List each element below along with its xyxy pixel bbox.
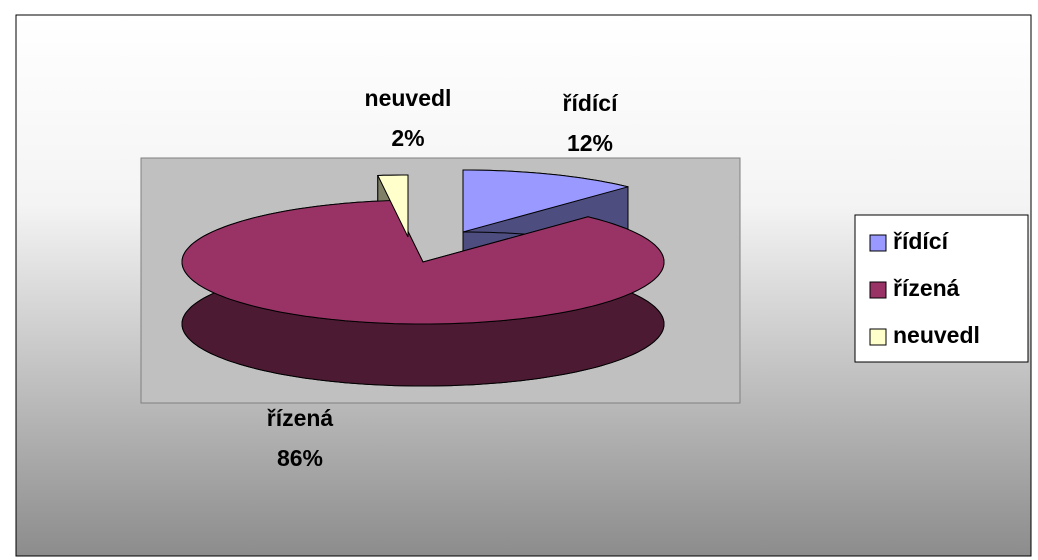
- data-label-name: řídící: [563, 90, 620, 116]
- data-label-name: řízená: [267, 405, 334, 431]
- legend-label: neuvedl: [893, 322, 980, 348]
- slice: [462, 169, 629, 233]
- pie: [181, 169, 665, 387]
- legend-swatch: [869, 328, 887, 346]
- legend-label: řízená: [893, 275, 960, 301]
- slice: [377, 174, 409, 238]
- legend-swatch: [869, 281, 887, 299]
- data-label-value: 2%: [391, 125, 424, 151]
- slice: [181, 199, 665, 325]
- legend-label: řídící: [893, 228, 950, 254]
- data-label-value: 86%: [277, 445, 323, 471]
- data-label-name: neuvedl: [365, 85, 452, 111]
- legend-swatch: [869, 234, 887, 252]
- data-label-value: 12%: [567, 130, 613, 156]
